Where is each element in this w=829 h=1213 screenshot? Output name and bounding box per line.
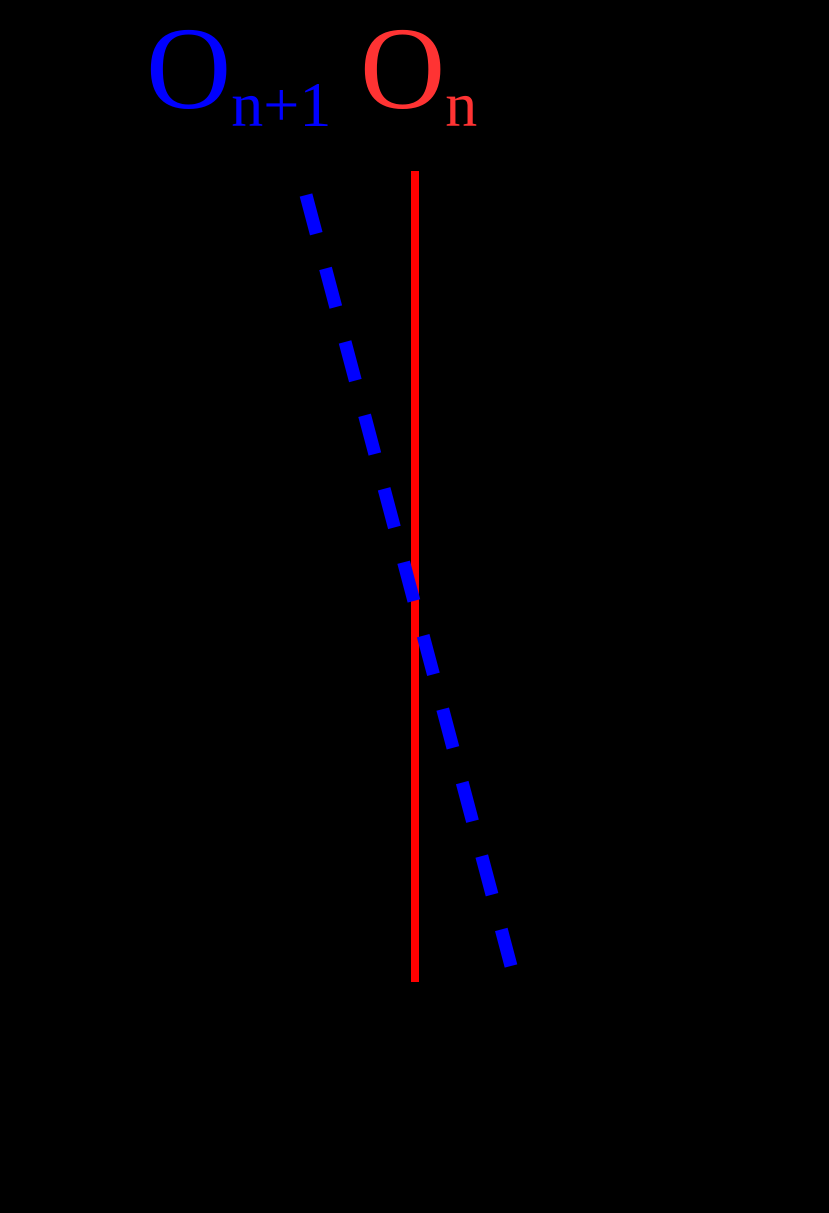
line-o-n-plus-1-dashed bbox=[299, 193, 518, 968]
label-o-n-plus-1-subscript: n+1 bbox=[231, 69, 332, 140]
label-o-n-main: O bbox=[360, 3, 446, 134]
label-o-n-subscript: n bbox=[445, 69, 478, 140]
label-o-n-plus-1-main: O bbox=[146, 3, 232, 134]
label-o-n-plus-1: On+1 bbox=[146, 10, 331, 137]
label-o-n: On bbox=[360, 10, 477, 137]
